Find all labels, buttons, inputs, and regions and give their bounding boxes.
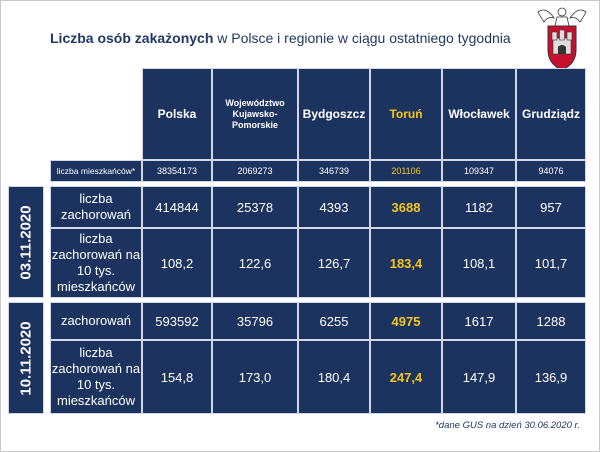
row-label-text: liczba zachorowań [60,191,132,222]
col-header-grudziadz: Grudziądz [516,68,586,160]
table-cell-torun: 3688 [370,186,442,228]
cell-value: 4393 [319,199,349,215]
table-cell-torun: 4975 [370,302,442,340]
table-cell: 147,9 [442,340,516,414]
population-cell: 2069273 [212,160,298,182]
population-value: 94076 [538,166,564,176]
col-header-torun: Toruń [370,68,442,160]
table-cell: 173,0 [212,340,298,414]
period-date-text: 10.11.2020 [17,320,35,396]
slide-title: Liczba osób zakażonych w Polsce i region… [50,30,511,46]
cell-value: 3688 [391,199,421,215]
cell-value: 173,0 [238,369,272,385]
table-cell: 101,7 [516,228,586,298]
cell-value: 136,9 [534,369,568,385]
population-value: 201106 [391,166,421,176]
col-header-label: Bydgoszcz [302,107,366,121]
table-cell: 154,8 [142,340,212,414]
col-header-label: Polska [157,107,197,121]
row-label-text: liczba zachorowań na 10 tys. mieszkańców [51,231,141,294]
cell-value: 1182 [465,199,493,215]
table-cell: 180,4 [298,340,370,414]
footnote: *dane GUS na dzień 30.06.2020 r. [435,420,580,431]
cell-value: 25378 [236,199,274,215]
torun-coat-of-arms-icon [537,7,587,71]
cell-value: 108,2 [160,255,194,271]
population-label: liczba mieszkańców* [50,160,142,182]
cell-value: 593592 [155,313,199,329]
population-cell: 38354173 [142,160,212,182]
cell-value: 154,8 [160,369,194,385]
population-value: 2069273 [237,166,273,176]
cell-value: 4975 [391,313,421,329]
cell-value: 183,4 [389,255,423,271]
population-cell-torun: 201106 [370,160,442,182]
cell-value: 126,7 [317,255,351,271]
table-cell: 593592 [142,302,212,340]
table-cell: 414844 [142,186,212,228]
cell-value: 6255 [319,313,349,329]
cell-value: 101,7 [534,255,568,271]
row-label: zachorowań [50,302,142,340]
cell-value: 247,4 [389,369,423,385]
cell-value: 35796 [236,313,274,329]
cell-value: 180,4 [317,369,351,385]
col-header-label: Województwo Kujawsko-Pomorskie [225,97,285,130]
title-rest: w Polsce i regionie w ciągu ostatniego t… [213,30,511,46]
table-cell: 4393 [298,186,370,228]
table-cell: 6255 [298,302,370,340]
col-header-bydgoszcz: Bydgoszcz [298,68,370,160]
population-cell: 346739 [298,160,370,182]
period-date-2: 10.11.2020 [8,302,44,414]
cell-value: 147,9 [462,369,496,385]
cell-value: 1288 [536,313,566,329]
period-date-1: 03.11.2020 [8,186,44,298]
row-label: liczba zachorowań na 10 tys. mieszkańców [50,228,142,298]
col-header-label: Włocławek [448,107,510,121]
population-label-text: liczba mieszkańców* [56,166,136,176]
cell-value: 108,1 [462,255,496,271]
table-cell: 122,6 [212,228,298,298]
row-label: liczba zachorowań [50,186,142,228]
table-cell-torun: 247,4 [370,340,442,414]
cell-value: 414844 [155,199,199,215]
table-cell: 35796 [212,302,298,340]
table-cell: 126,7 [298,228,370,298]
table-cell: 1288 [516,302,586,340]
title-bold: Liczba osób zakażonych [50,30,214,46]
table-cell: 957 [516,186,586,228]
col-header-wloclawek: Włocławek [442,68,516,160]
population-value: 109347 [463,166,495,176]
table-cell: 1617 [442,302,516,340]
population-value: 38354173 [156,166,198,176]
col-header-label: Grudziądz [521,107,580,121]
population-value: 346739 [318,166,350,176]
col-header-wojewodztwo: Województwo Kujawsko-Pomorskie [212,68,298,160]
col-header-polska: Polska [142,68,212,160]
cell-value: 1617 [464,313,494,329]
table-cell: 136,9 [516,340,586,414]
table-cell: 108,1 [442,228,516,298]
population-cell: 94076 [516,160,586,182]
table-cell-torun: 183,4 [370,228,442,298]
row-label: liczba zachorowań na 10 tys. mieszkańców [50,340,142,414]
row-label-text: liczba zachorowań na 10 tys. mieszkańców [51,345,141,408]
row-label-text: zachorowań [60,313,132,328]
population-cell: 109347 [442,160,516,182]
table-cell: 1182 [442,186,516,228]
table-cell: 108,2 [142,228,212,298]
period-date-text: 03.11.2020 [17,204,35,280]
cell-value: 957 [540,199,562,215]
cell-value: 122,6 [238,255,272,271]
col-header-label: Toruń [389,107,423,121]
table-cell: 25378 [212,186,298,228]
